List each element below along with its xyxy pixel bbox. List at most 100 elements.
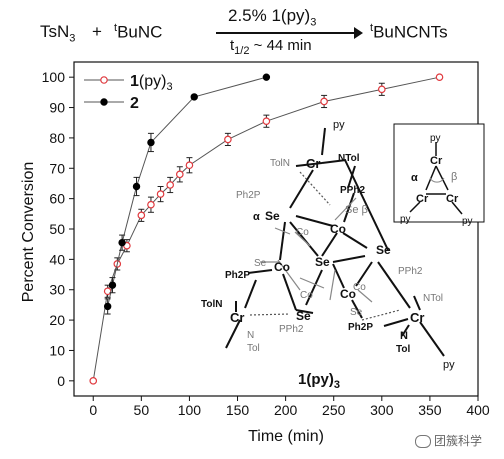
reactant-tsn3: TsN3: [40, 22, 76, 45]
reaction-arrow-head: [354, 27, 363, 39]
inset-label: α: [411, 172, 418, 184]
atom-label: Ph2P: [348, 322, 373, 333]
y-tick-label: 50: [49, 221, 65, 237]
wechat-icon: [415, 435, 431, 449]
x-axis-label: Time (min): [248, 428, 324, 445]
inset-label: Cr: [416, 193, 429, 205]
data-point: [224, 135, 232, 144]
x-tick-label: 150: [226, 402, 250, 418]
data-point: [262, 73, 271, 81]
core-inset: py Cr α β Cr Cr py py: [393, 123, 485, 227]
inset-label: py: [400, 214, 411, 225]
atom-label: PPh2: [340, 185, 365, 196]
data-point: [118, 238, 126, 247]
data-point: [108, 281, 117, 289]
atom-label: NTol: [338, 153, 360, 164]
data-point: [103, 287, 112, 296]
atom-label: TolN: [270, 158, 290, 169]
atom-label: N: [400, 330, 408, 342]
structure-bonds: [225, 127, 445, 357]
atom-label: Co: [353, 282, 366, 293]
atom-label: Tol: [247, 343, 260, 354]
watermark: 团簇科学: [415, 432, 482, 449]
atom-label: Cr: [306, 156, 320, 171]
inset-bonds: [409, 142, 463, 215]
data-point: [89, 377, 98, 385]
legend-label: 1(py)3: [130, 73, 173, 93]
inset-label: py: [430, 133, 441, 144]
atom-label: Ph2P: [225, 270, 250, 281]
catalyst-label: 2.5% 1(py)3: [228, 6, 317, 29]
atom-label: PPh2: [279, 324, 304, 335]
molecular-structure: py TolN Cr NTol PPh2 Ph2P α Se Co Se β C…: [201, 119, 455, 391]
atom-label: Co: [296, 227, 309, 238]
x-tick-label: 400: [466, 402, 490, 418]
data-point: [156, 190, 165, 198]
y-tick-label: 70: [49, 160, 65, 176]
series-0: [89, 73, 444, 385]
data-point: [176, 170, 184, 179]
legend: 1(py)3 2: [84, 73, 173, 112]
atom-label: Se: [376, 243, 391, 257]
reactant-tbunc: tBuNC: [114, 22, 163, 42]
inset-label: β: [451, 171, 457, 183]
reaction-arrow: [216, 32, 356, 34]
y-tick-label: 100: [42, 69, 66, 85]
structure-dashed-bonds: [249, 171, 401, 321]
x-tick-label: 250: [322, 402, 346, 418]
data-point: [147, 200, 155, 209]
structure-atom-labels: py TolN Cr NTol PPh2 Ph2P α Se Co Se β C…: [201, 119, 455, 371]
atom-label: Co: [340, 287, 356, 301]
inset-label: py: [462, 216, 473, 227]
data-point: [132, 182, 141, 191]
atom-label: PPh2: [398, 266, 423, 277]
y-tick-label: 20: [49, 312, 65, 328]
atom-label: Co: [300, 290, 313, 301]
y-tick-label: 60: [49, 191, 65, 207]
product-label: tBuNCNTs: [370, 22, 448, 42]
atom-label: NTol: [423, 293, 443, 304]
atom-label: py: [333, 119, 345, 131]
data-point: [103, 302, 112, 311]
structure-gray-bonds: [260, 197, 373, 303]
x-tick-label: 50: [134, 402, 150, 418]
y-tick-label: 80: [49, 130, 65, 146]
atom-label: Cr: [410, 310, 424, 325]
inset-label: Cr: [446, 193, 459, 205]
x-tick-label: 0: [89, 402, 97, 418]
atom-label: Tol: [396, 344, 410, 355]
atom-label: Se β: [345, 204, 368, 216]
y-tick-label: 40: [49, 251, 65, 267]
y-tick-label: 10: [49, 342, 65, 358]
x-tick-label: 100: [178, 402, 202, 418]
inset-angle-arc: [429, 177, 445, 183]
atom-label: py: [443, 359, 455, 371]
data-point: [378, 85, 386, 94]
data-point: [190, 93, 198, 101]
halflife-label: t1/2 ~ 44 min: [230, 37, 312, 57]
data-point: [320, 97, 328, 106]
plus-sign: +: [92, 22, 102, 41]
x-tick-label: 200: [274, 402, 298, 418]
atom-label: Cr: [230, 310, 244, 325]
data-point: [262, 117, 271, 126]
y-tick-label: 0: [57, 373, 65, 389]
atom-label: Ph2P: [236, 190, 261, 201]
atom-label: Co: [330, 222, 346, 236]
legend-marker: [100, 76, 108, 84]
atom-label: Se: [350, 307, 363, 318]
atom-label: Se: [296, 309, 311, 323]
x-tick-label: 300: [370, 402, 394, 418]
reaction-scheme: TsN3 + tBuNC 2.5% 1(py)3 t1/2 ~ 44 min t…: [40, 6, 500, 57]
atom-label: Se: [265, 209, 280, 223]
data-point: [435, 73, 444, 81]
atom-label: α: [253, 211, 260, 223]
series-layer: [89, 73, 444, 385]
atom-label: Se: [315, 255, 330, 269]
atom-label: TolN: [201, 299, 222, 310]
series-1: [103, 73, 271, 315]
x-tick-label: 350: [418, 402, 442, 418]
y-tick-label: 90: [49, 100, 65, 116]
y-tick-label: 30: [49, 282, 65, 298]
